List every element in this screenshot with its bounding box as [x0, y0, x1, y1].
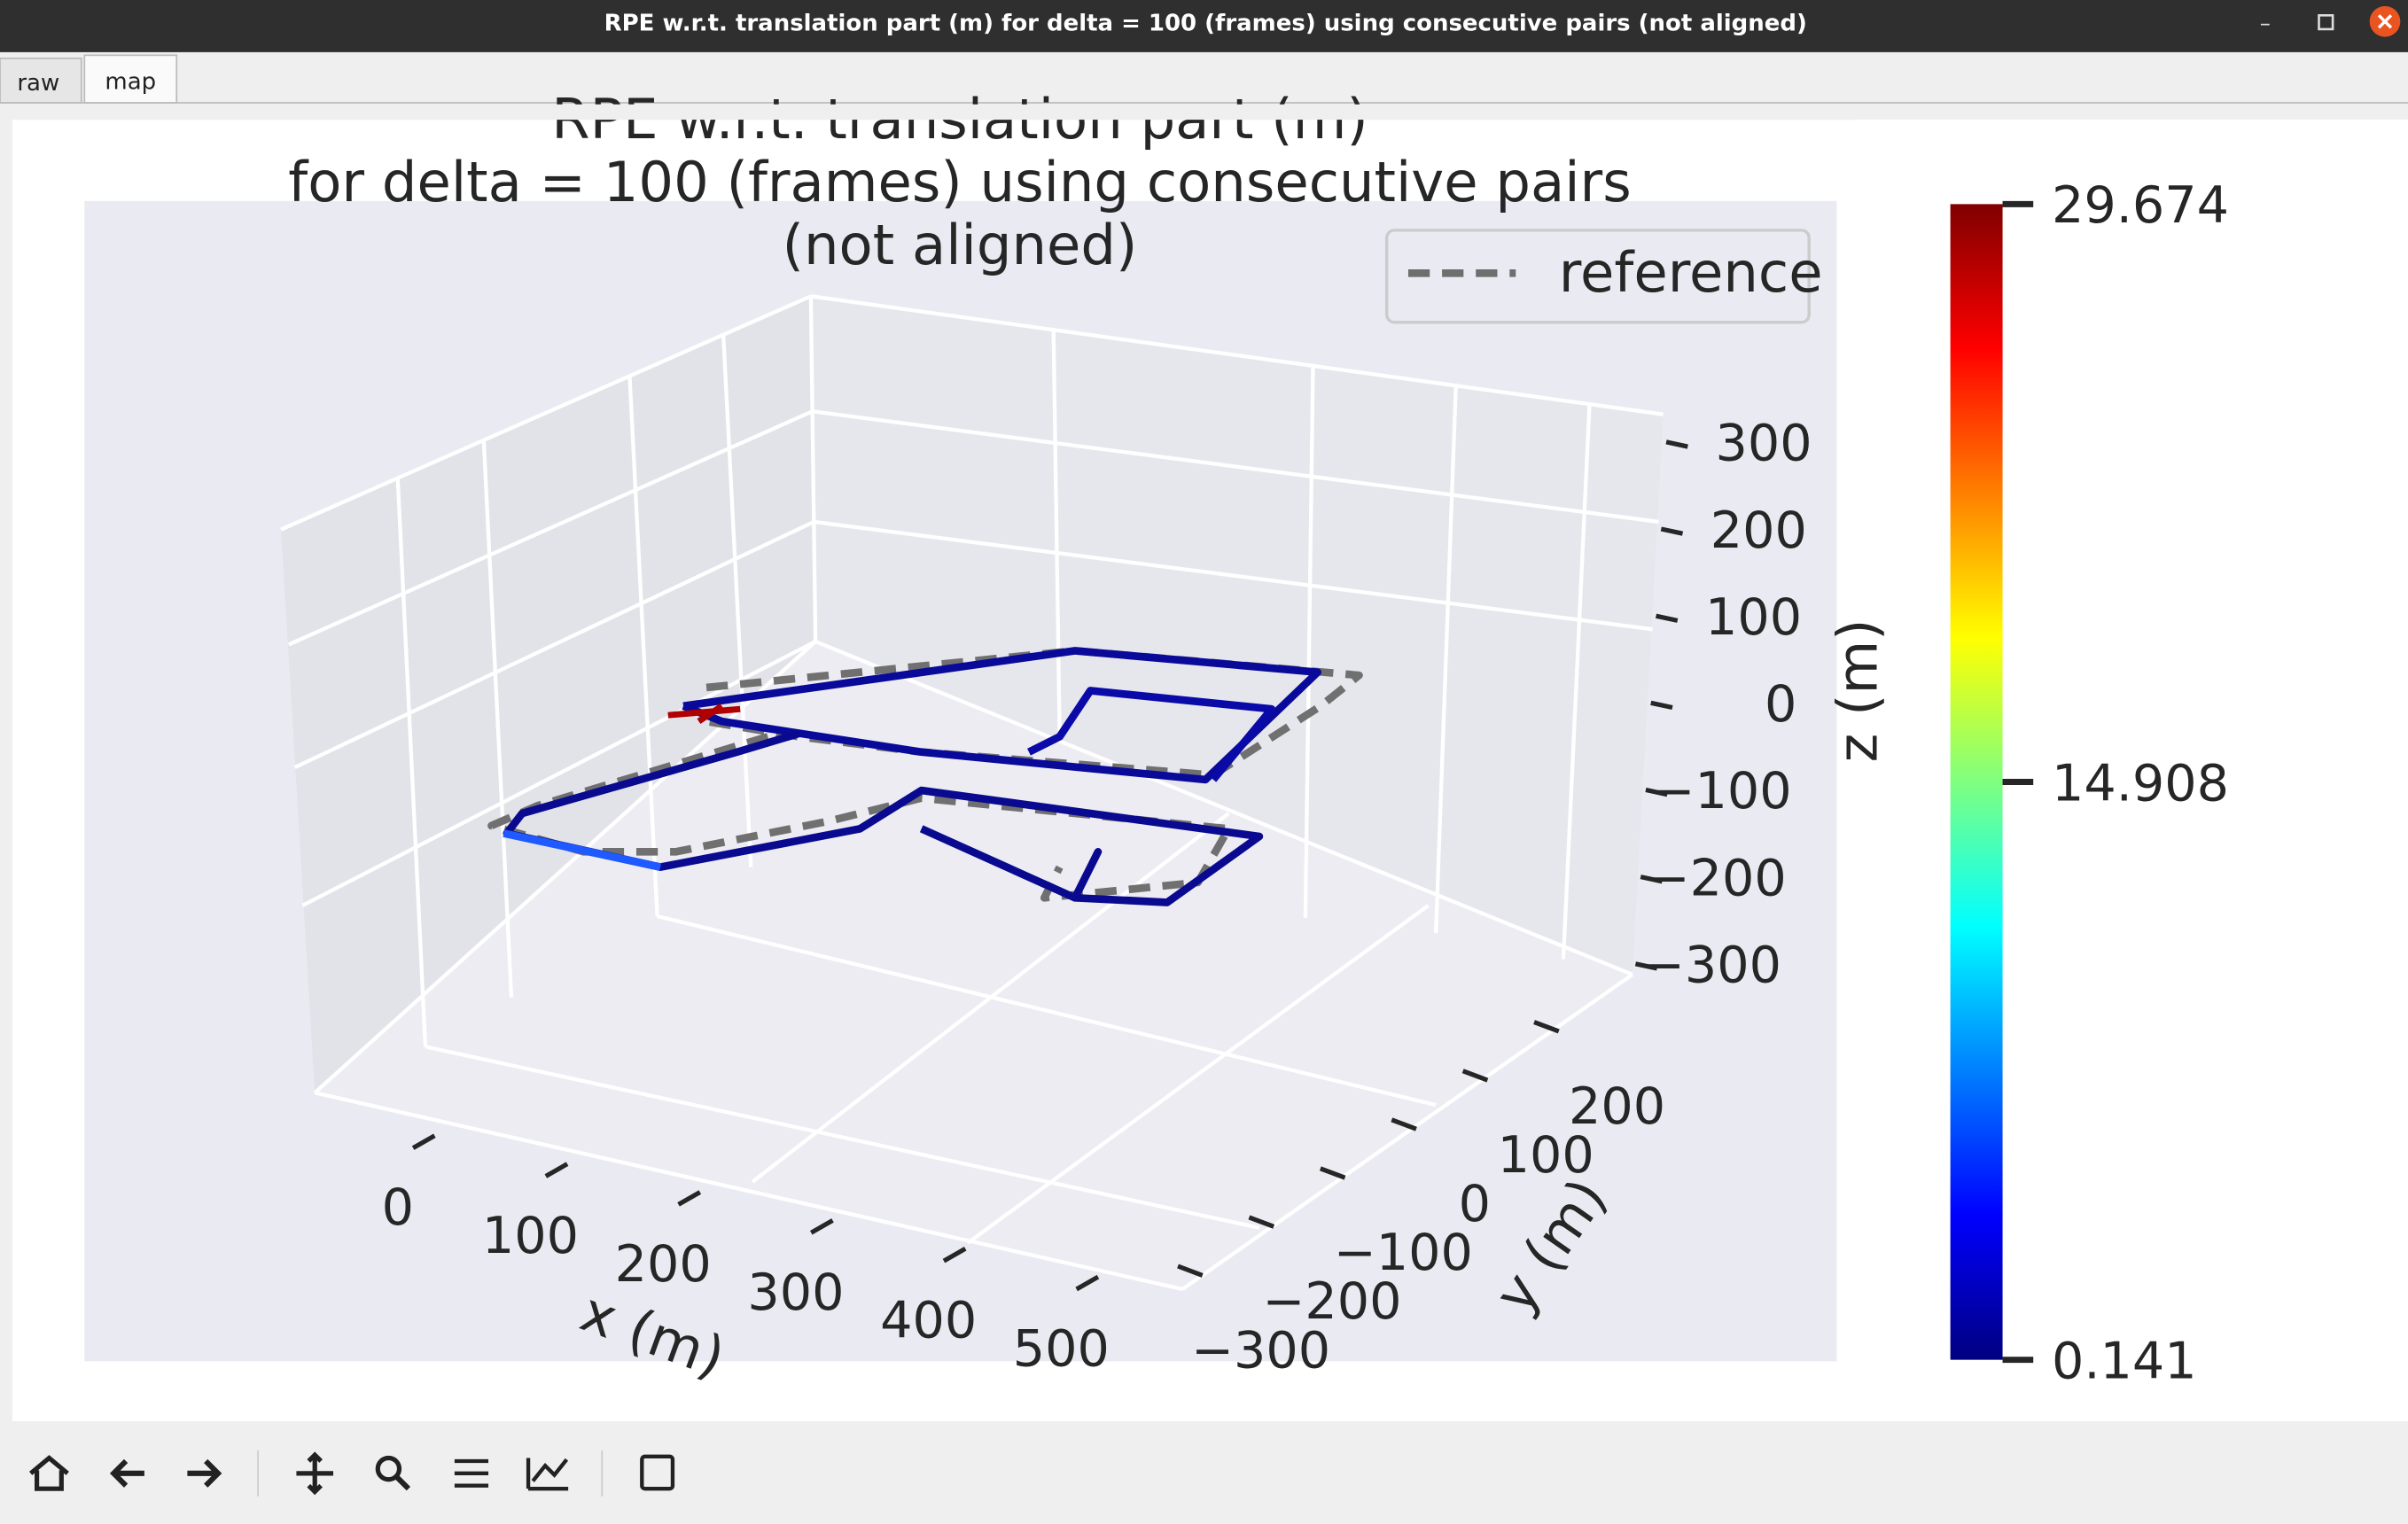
- colorbar-tick-label: 14.908: [2052, 754, 2229, 813]
- tick-mark: [1660, 526, 1684, 536]
- tick-label: −300: [1642, 937, 1781, 995]
- tick-mark: [1640, 875, 1663, 884]
- colorbar: [1950, 204, 2003, 1360]
- tick-mark: [411, 1133, 436, 1150]
- toolbar: [28, 1450, 675, 1497]
- chart-title: (not aligned): [783, 213, 1138, 277]
- tick-mark: [1391, 1117, 1417, 1131]
- estimate-path: [503, 729, 1264, 906]
- tick-label: 500: [1013, 1320, 1110, 1379]
- tick-label: 300: [1716, 415, 1812, 473]
- tick-label: 300: [747, 1264, 844, 1322]
- pane: [315, 641, 1633, 1289]
- tab-label[interactable]: map: [105, 68, 156, 95]
- tick-mark: [1461, 1069, 1489, 1083]
- tick-mark: [677, 1190, 702, 1207]
- configure-button[interactable]: [454, 1458, 489, 1488]
- close-icon: [2377, 14, 2393, 29]
- pane-grid: [280, 294, 1664, 1292]
- tick-mark: [942, 1247, 967, 1264]
- tick-mark: [1645, 787, 1668, 797]
- colorbar-tick-label: 0.141: [2052, 1332, 2197, 1390]
- tab-label[interactable]: raw: [17, 70, 59, 97]
- pan-button[interactable]: [296, 1451, 334, 1496]
- tick-label: −100: [1334, 1224, 1473, 1282]
- maximize-button[interactable]: [2318, 14, 2334, 31]
- tick-label: 400: [880, 1292, 977, 1350]
- clip-band: [12, 104, 1856, 121]
- tick-mark: [1650, 700, 1673, 711]
- tick-label: 0: [1459, 1175, 1491, 1233]
- tick-label: −100: [1653, 762, 1792, 820]
- minimize-button[interactable]: –: [2260, 11, 2271, 36]
- tab-active[interactable]: [83, 54, 178, 104]
- colorbar-tick-label: 29.674: [2052, 176, 2229, 235]
- legend: [1384, 229, 1811, 324]
- tick-label: 0: [1765, 675, 1796, 734]
- home-button[interactable]: [28, 1455, 69, 1491]
- forward-button[interactable]: [187, 1458, 222, 1488]
- tick-mark: [1319, 1166, 1346, 1180]
- estimate-path: [1027, 687, 1276, 782]
- reference-path: [487, 733, 1233, 902]
- estimate-path: [503, 829, 662, 871]
- zoom-button[interactable]: [375, 1455, 402, 1482]
- estimate-path: [682, 647, 1322, 784]
- tick-mark: [1177, 1264, 1204, 1278]
- ticks: 0 100 200 300 400 500 −300−200−1000100200−300−…: [382, 176, 2229, 1390]
- tick-label: −200: [1263, 1272, 1402, 1331]
- tick-label: 200: [615, 1235, 712, 1294]
- zoom-handle: [394, 1474, 411, 1491]
- tick-mark: [1665, 439, 1688, 449]
- legend-label: reference: [1559, 240, 1823, 305]
- pane: [281, 296, 816, 1093]
- tick-label: 100: [1498, 1126, 1594, 1185]
- estimate-path: [667, 703, 741, 724]
- trajectory: [487, 647, 1363, 906]
- tick-mark: [1655, 613, 1679, 623]
- tick-label: 100: [482, 1207, 579, 1265]
- tick-mark: [809, 1218, 834, 1235]
- tick-label: 0: [382, 1178, 414, 1237]
- tick-mark: [544, 1162, 569, 1178]
- z-axis-label: z (m): [1825, 618, 1890, 762]
- chart-title: for delta = 100 (frames) using consecuti…: [288, 150, 1631, 214]
- title-bar: [0, 0, 2408, 52]
- axes-button[interactable]: [526, 1458, 569, 1491]
- pane: [810, 296, 1664, 975]
- tick-label: 200: [1569, 1077, 1665, 1136]
- tick-label: 200: [1711, 502, 1807, 560]
- tick-mark: [1248, 1215, 1275, 1229]
- tick-mark: [1533, 1020, 1560, 1034]
- tick-label: 100: [1705, 588, 1802, 647]
- tick-label: −200: [1648, 849, 1787, 907]
- back-button[interactable]: [109, 1458, 144, 1488]
- tick-mark: [1634, 961, 1658, 971]
- save-button[interactable]: [640, 1454, 675, 1491]
- tab[interactable]: [0, 57, 82, 104]
- tick-mark: [1075, 1274, 1100, 1292]
- tick-label: −300: [1191, 1321, 1330, 1380]
- window-title: RPE w.r.t. translation part (m) for delt…: [604, 11, 1807, 37]
